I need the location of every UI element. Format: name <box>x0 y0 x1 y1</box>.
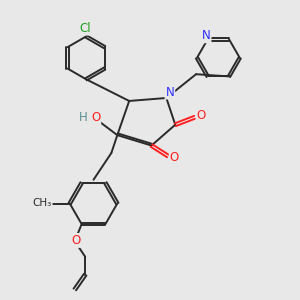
Text: O: O <box>196 109 206 122</box>
Text: N: N <box>202 29 211 42</box>
Text: O: O <box>72 234 81 247</box>
Text: CH₃: CH₃ <box>32 199 52 208</box>
Text: H: H <box>79 111 88 124</box>
Text: O: O <box>170 151 179 164</box>
Text: Cl: Cl <box>80 22 91 34</box>
Text: O: O <box>91 111 100 124</box>
Text: N: N <box>166 85 174 98</box>
